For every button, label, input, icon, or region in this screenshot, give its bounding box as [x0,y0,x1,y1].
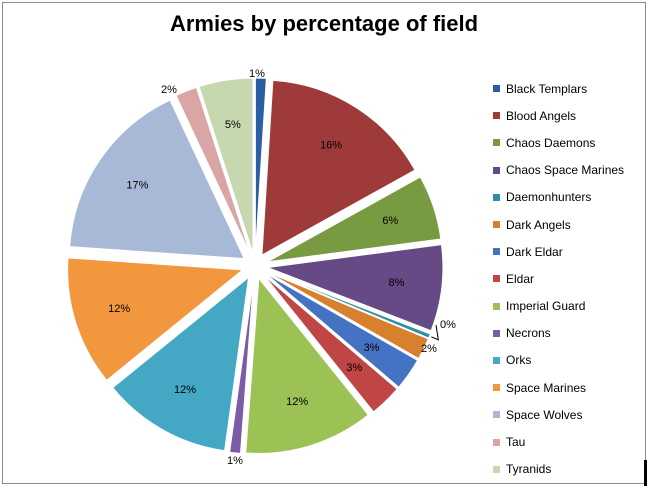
legend-label: Space Wolves [506,407,583,422]
data-label-tau: 2% [161,84,177,96]
legend-swatch [493,193,500,201]
legend-label: Imperial Guard [506,299,586,314]
legend-label: Space Marines [506,380,587,395]
data-label-blood-angels: 16% [320,139,342,151]
legend-item-dark-eldar: Dark Eldar [493,238,624,265]
data-label-imperial-guard: 12% [286,396,308,408]
data-label-space-marines: 12% [108,303,130,315]
data-label-dark-eldar: 3% [364,342,380,354]
data-label-orks: 12% [174,384,196,396]
legend-swatch [493,438,500,446]
legend-swatch [493,275,500,283]
pie-slice-space-wolves [69,99,246,260]
pie-slice-tau [175,86,251,255]
pie-slice-imperial-guard [245,277,370,454]
legend-swatch [493,248,500,256]
pie-slice-orks [112,276,250,452]
pie-slice-dark-angels [266,271,429,360]
legend-item-space-wolves: Space Wolves [493,401,624,428]
legend-item-dark-angels: Dark Angels [493,211,624,238]
legend-item-tau: Tau [493,428,624,455]
legend-label: Chaos Space Marines [506,163,625,178]
legend-swatch [493,329,500,337]
pie-slice-black-templars [254,77,267,254]
data-label-chaos-daemons: 6% [382,215,398,227]
legend-label: Dark Eldar [506,244,563,259]
legend-swatch [493,85,500,93]
pie-slice-necrons [229,278,255,454]
data-label-daemonhunters: 0% [440,319,456,331]
pie-slice-daemonhunters [266,270,431,339]
chart-area: Armies by percentage of field 1% 16% 6% 8% 0… [2,2,646,484]
legend-item-orks: Orks [493,347,624,374]
legend-label: Necrons [506,326,551,341]
legend-item-eldar: Eldar [493,265,624,292]
legend-item-blood-angels: Blood Angels [493,102,624,129]
legend-label: Orks [506,353,532,368]
legend-label: Tyranids [506,462,552,477]
data-label-chaos-space-marines: 8% [389,277,405,289]
pie-slice-eldar [263,274,398,413]
data-label-eldar: 3% [346,362,362,374]
legend-swatch [493,166,500,174]
legend: Black Templars Blood Angels Chaos Daemons C… [493,75,624,483]
legend-item-chaos-space-marines: Chaos Space Marines [493,157,624,184]
legend-label: Chaos Daemons [506,135,596,150]
legend-label: Blood Angels [506,108,577,123]
legend-label: Eldar [506,271,535,286]
pie-slice-dark-eldar [265,273,419,388]
data-label-black-templars: 1% [249,68,265,80]
pie-slice-space-marines [67,257,244,381]
legend-item-chaos-daemons: Chaos Daemons [493,129,624,156]
legend-item-black-templars: Black Templars [493,75,624,102]
edge-mark [644,460,647,486]
legend-label: Dark Angels [506,217,571,232]
pie-slice-chaos-space-marines [267,244,444,332]
pie-slice-tyranids [198,77,254,254]
pie-slice-chaos-daemons [267,176,442,263]
legend-swatch [493,302,500,310]
legend-item-necrons: Necrons [493,320,624,347]
legend-swatch [493,411,500,419]
legend-swatch [493,356,500,364]
data-label-space-wolves: 17% [126,179,148,191]
legend-swatch [493,384,500,392]
legend-swatch [493,465,500,473]
data-label-necrons: 1% [227,455,243,467]
legend-label: Daemonhunters [506,190,592,205]
legend-swatch [493,221,500,229]
data-label-tyranids: 5% [225,119,241,131]
legend-item-imperial-guard: Imperial Guard [493,293,624,320]
legend-item-space-marines: Space Marines [493,374,624,401]
legend-label: Tau [506,435,526,450]
legend-item-tyranids: Tyranids [493,456,624,483]
legend-swatch [493,139,500,147]
chart-title: Armies by percentage of field [169,11,479,36]
data-label-dark-angels: 2% [421,343,437,355]
legend-swatch [493,112,500,120]
legend-label: Black Templars [506,81,588,96]
leader-line-daemonhunters [431,324,439,341]
pie-slice-blood-angels [261,79,416,256]
legend-item-daemonhunters: Daemonhunters [493,184,624,211]
pie-chart: 1%16%6%8%0%2%3%3%12%1%12%12%17%2%5% [67,68,456,467]
